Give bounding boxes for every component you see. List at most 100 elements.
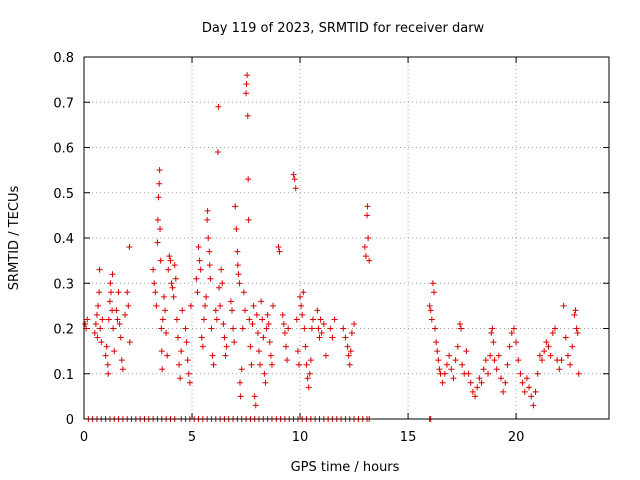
data-point-plus — [307, 357, 314, 364]
data-point-plus — [157, 225, 164, 232]
data-point-plus — [92, 320, 99, 327]
data-point-plus — [485, 370, 492, 377]
data-point-plus — [184, 357, 191, 364]
data-point-plus — [281, 330, 288, 337]
data-point-plus — [329, 334, 336, 341]
data-point-plus — [244, 72, 251, 79]
data-point-plus — [293, 316, 300, 323]
data-point-plus — [365, 235, 372, 241]
data-point-plus — [495, 352, 502, 359]
data-point-plus — [199, 343, 206, 350]
data-point-plus — [201, 302, 208, 309]
data-point-plus — [452, 357, 459, 364]
data-point-plus — [171, 262, 178, 269]
data-point-plus — [234, 262, 241, 269]
data-point-plus — [534, 370, 541, 377]
data-point-plus — [124, 289, 131, 296]
data-point-plus — [432, 325, 439, 332]
data-point-plus — [178, 348, 185, 355]
data-point-plus — [517, 370, 524, 377]
data-point-plus — [168, 280, 175, 287]
data-point-plus — [489, 325, 496, 332]
data-point-plus — [230, 325, 237, 332]
y-tick-label: 0.5 — [53, 187, 74, 202]
data-point-plus — [222, 352, 229, 359]
data-point-plus — [346, 361, 353, 368]
data-point-plus — [482, 357, 489, 364]
data-point-plus — [315, 325, 322, 332]
data-point-plus — [463, 348, 470, 355]
y-tick-label: 0.3 — [53, 277, 74, 292]
data-point-plus — [250, 302, 257, 309]
data-point-plus — [207, 275, 214, 282]
data-point-plus — [167, 257, 174, 264]
data-point-plus — [530, 402, 537, 409]
data-point-plus — [111, 348, 118, 355]
data-point-plus — [198, 334, 205, 341]
data-point-plus — [308, 325, 315, 332]
data-point-plus — [441, 370, 448, 377]
data-point-plus — [491, 357, 498, 364]
data-point-plus — [109, 271, 116, 278]
data-point-plus — [231, 339, 238, 346]
data-point-plus — [245, 176, 252, 183]
data-point-plus — [558, 357, 565, 364]
x-tick-label: 15 — [400, 430, 417, 445]
data-point-plus — [82, 320, 89, 327]
data-point-plus — [84, 316, 91, 323]
axis-ticks: 0 0.1 0.2 0.3 0.4 0.5 0.6 0.7 0.8 0 5 10 15 20 — [53, 51, 609, 445]
data-point-plus — [364, 203, 371, 210]
data-point-plus — [549, 330, 556, 337]
data-point-plus — [575, 370, 582, 377]
data-point-plus — [456, 320, 463, 327]
data-point-plus — [454, 343, 461, 350]
data-point-plus — [93, 311, 100, 318]
data-point-plus — [223, 343, 230, 350]
data-point-plus — [448, 366, 455, 373]
data-point-plus — [270, 302, 277, 309]
data-point-plus — [113, 307, 120, 314]
data-point-plus — [364, 212, 371, 219]
data-point-plus — [295, 361, 302, 368]
data-point-plus — [114, 316, 121, 323]
data-point-plus — [344, 343, 351, 350]
data-point-plus — [208, 325, 215, 332]
data-point-plus — [99, 316, 106, 323]
data-point-plus — [243, 81, 250, 88]
data-point-plus — [316, 334, 323, 341]
data-point-plus — [259, 316, 266, 323]
data-point-plus — [318, 330, 325, 337]
data-point-plus — [182, 325, 189, 332]
data-point-plus — [500, 388, 507, 395]
y-tick-label: 0.8 — [53, 51, 74, 66]
data-point-plus — [249, 320, 256, 327]
data-point-plus — [310, 316, 317, 323]
data-point-plus — [331, 316, 338, 323]
data-point-plus — [193, 275, 200, 282]
y-tick-label: 0.1 — [53, 368, 74, 383]
data-point-plus — [347, 348, 354, 355]
chart-title: Day 119 of 2023, SRMTID for receiver dar… — [202, 21, 485, 36]
x-tick-label: 10 — [292, 430, 309, 445]
data-point-plus — [96, 289, 103, 296]
data-point-plus — [572, 307, 579, 314]
data-point-plus — [203, 293, 210, 300]
data-point-plus — [519, 379, 526, 386]
data-point-plus — [210, 361, 217, 368]
plot-frame — [83, 56, 610, 420]
x-axis-label: GPS time / hours — [291, 460, 400, 475]
data-point-plus — [327, 325, 334, 332]
data-point-plus — [539, 357, 546, 364]
data-point-plus — [156, 167, 163, 174]
x-tick-label: 0 — [80, 430, 88, 445]
data-point-plus — [209, 352, 216, 359]
data-point-plus — [429, 280, 436, 287]
data-point-plus — [239, 325, 246, 332]
data-point-plus — [172, 275, 179, 282]
data-point-plus — [317, 316, 324, 323]
data-point-plus — [506, 343, 513, 350]
data-point-plus — [562, 334, 569, 341]
data-point-plus — [232, 203, 239, 210]
data-point-plus — [108, 289, 115, 296]
data-point-plus — [467, 379, 474, 386]
